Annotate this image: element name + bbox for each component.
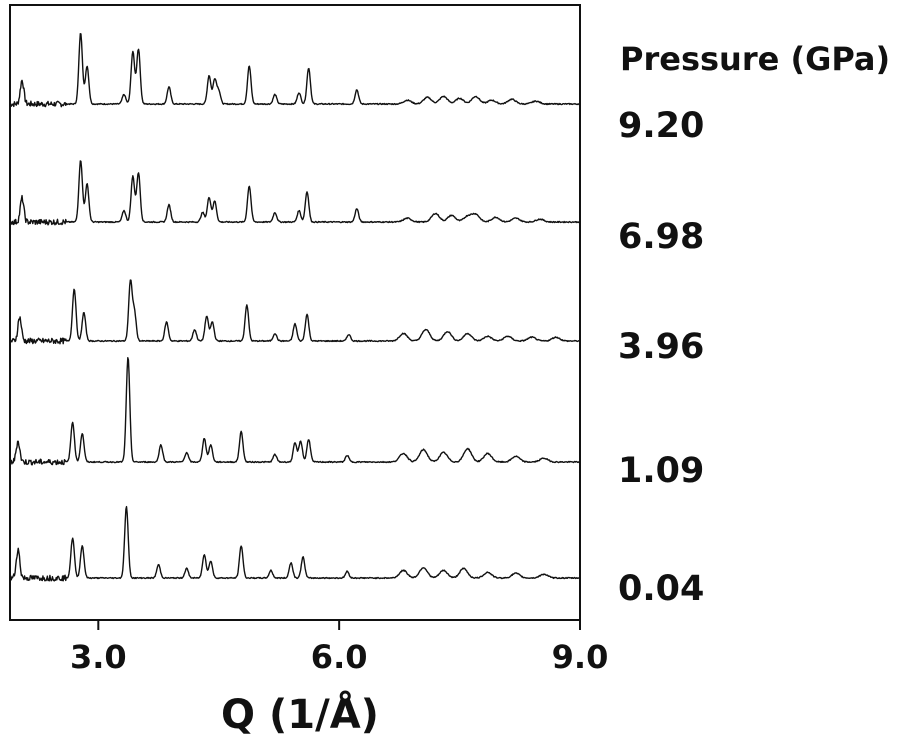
series-label-6.98: 6.98 bbox=[618, 217, 704, 257]
series-line-6.98 bbox=[9, 160, 581, 226]
series-line-9.20 bbox=[9, 33, 581, 108]
series-label-1.09: 1.09 bbox=[618, 451, 704, 491]
x-tick-label: 3.0 bbox=[70, 638, 127, 676]
plot-frame bbox=[9, 4, 581, 621]
x-tick-label: 9.0 bbox=[552, 638, 609, 676]
x-tick-label: 6.0 bbox=[311, 638, 368, 676]
series-line-0.04 bbox=[9, 505, 581, 582]
series-label-9.20: 9.20 bbox=[618, 106, 704, 146]
series-labels: 9.20 6.98 3.96 1.09 0.04 bbox=[618, 106, 704, 609]
series-label-0.04: 0.04 bbox=[618, 569, 704, 609]
series-line-1.09 bbox=[9, 357, 581, 466]
series-traces bbox=[9, 33, 581, 582]
series-label-3.96: 3.96 bbox=[618, 327, 704, 367]
x-axis-label: Q (1/Å) bbox=[221, 689, 379, 738]
series-line-3.96 bbox=[9, 279, 581, 345]
x-axis-ticks: 3.0 6.0 9.0 bbox=[70, 620, 608, 676]
legend-title: Pressure (GPa) bbox=[620, 40, 890, 78]
